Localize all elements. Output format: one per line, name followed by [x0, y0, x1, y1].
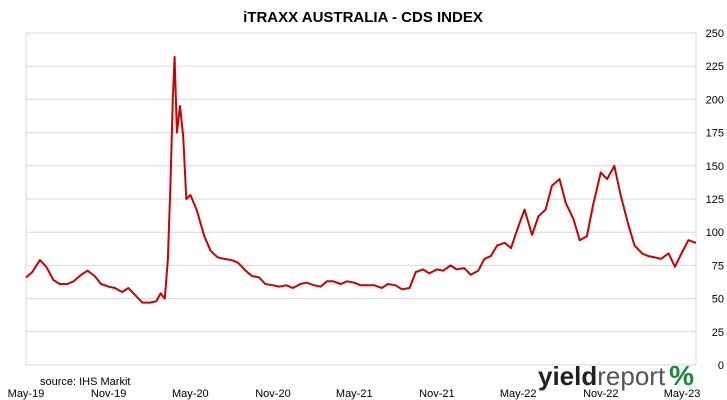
- x-tick-label: May-22: [500, 388, 537, 400]
- x-tick-label: May-20: [172, 388, 209, 400]
- y-axis-ticks: 0 25 50 75 100 125 150 175 200 225 250: [706, 28, 724, 372]
- x-tick-label: Nov-22: [583, 388, 618, 400]
- plot-frame: [25, 32, 697, 366]
- yieldreport-logo: yieldreport%: [538, 360, 694, 391]
- logo-percent-icon: %: [669, 360, 694, 391]
- logo-text-yield: yield: [538, 361, 597, 391]
- logo-text-report: report: [597, 361, 666, 391]
- series-layer: [25, 55, 697, 304]
- y-tick-label: 175: [706, 128, 724, 140]
- x-tick-label: Nov-19: [91, 388, 126, 400]
- y-tick-label: 75: [712, 260, 724, 272]
- y-tick-label: 200: [706, 94, 724, 106]
- gridlines: [26, 32, 696, 366]
- y-tick-label: 0: [718, 360, 724, 372]
- y-tick-label: 225: [706, 61, 724, 73]
- y-tick-label: 50: [712, 294, 724, 306]
- y-tick-label: 150: [706, 161, 724, 173]
- y-tick-label: 25: [712, 327, 724, 339]
- x-tick-label: Nov-20: [255, 388, 290, 400]
- x-tick-label: May-19: [8, 388, 45, 400]
- series-line-0: [25, 55, 697, 304]
- svg-text:yieldreport%: yieldreport%: [538, 360, 694, 391]
- y-tick-label: 125: [706, 194, 724, 206]
- x-axis-ticks: May-19 Nov-19 May-20 Nov-20 May-21 Nov-21 May-…: [8, 388, 701, 400]
- y-tick-label: 250: [706, 28, 724, 40]
- y-tick-label: 100: [706, 227, 724, 239]
- source-note: source: IHS Markit: [40, 376, 130, 388]
- x-tick-label: May-23: [664, 388, 701, 400]
- x-tick-label: Nov-21: [419, 388, 454, 400]
- chart-title: iTRAXX AUSTRALIA - CDS INDEX: [243, 9, 483, 26]
- x-tick-label: May-21: [336, 388, 373, 400]
